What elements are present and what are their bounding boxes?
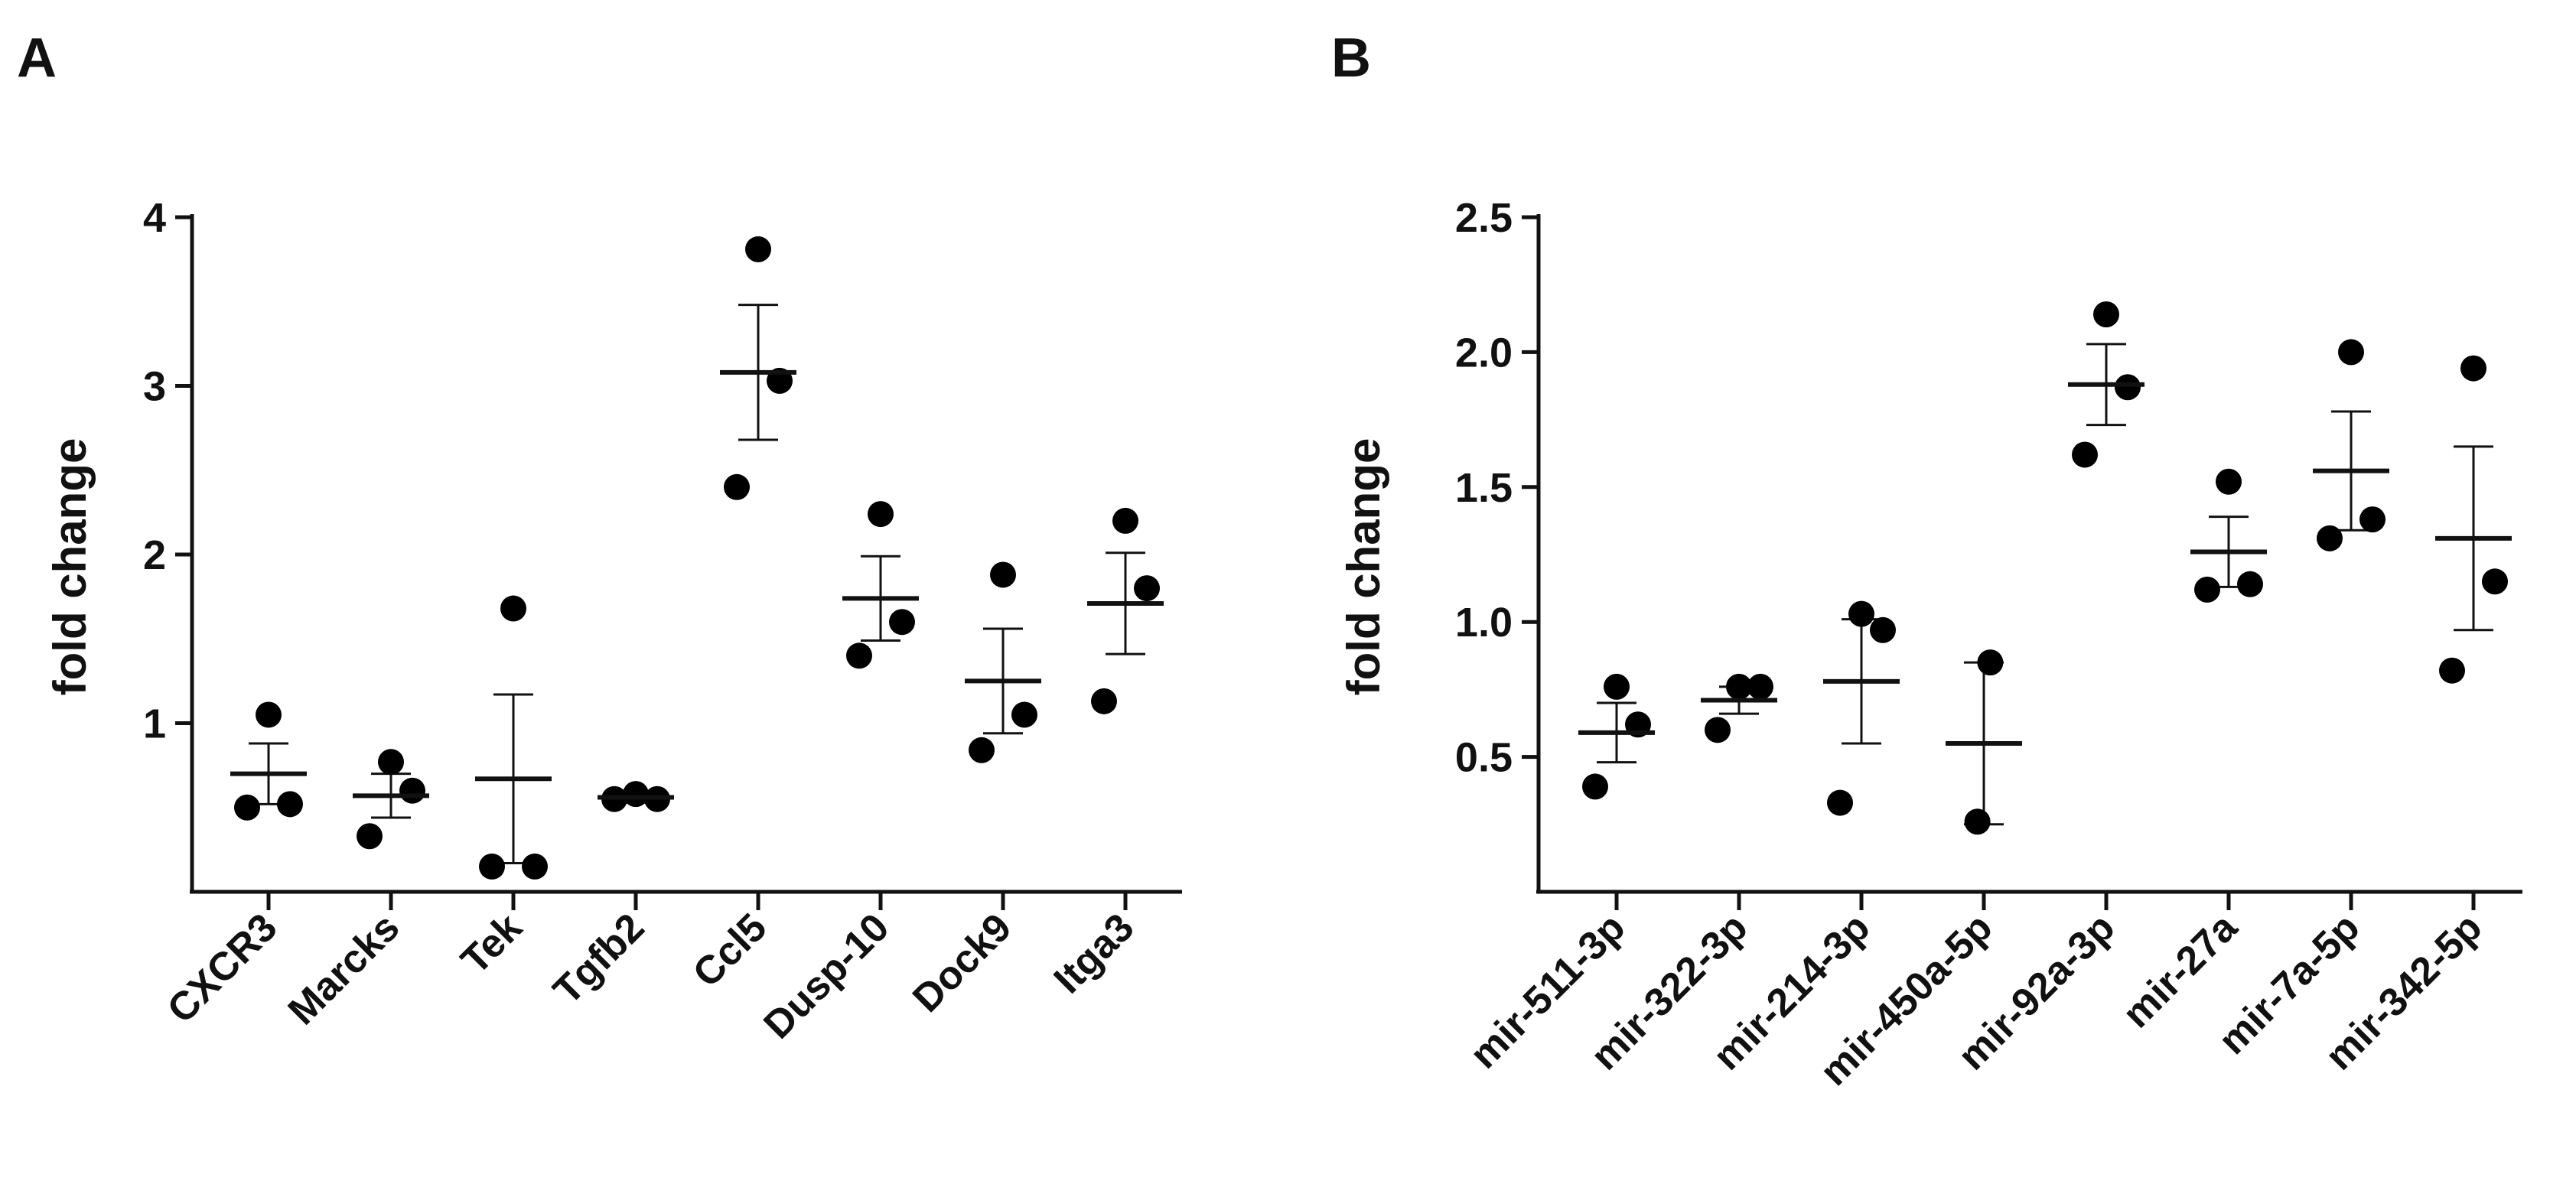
panel-a-group-Dusp-10: [842, 501, 919, 669]
data-point: [479, 853, 505, 880]
data-point: [969, 737, 995, 763]
panel-a-y-tick-label: 4: [143, 195, 166, 241]
data-point: [745, 236, 771, 262]
panel-a-group-CXCR3: [230, 701, 307, 821]
panel-b-group-mir-27a: [2190, 468, 2267, 603]
data-point: [2460, 355, 2486, 382]
data-point: [1848, 600, 1874, 627]
data-point: [1011, 701, 1037, 728]
panel-a-x-tick-label: Itga3: [1046, 905, 1143, 1002]
data-point: [357, 823, 383, 850]
data-point: [2194, 576, 2220, 603]
panel-a-x-tick-label: Tgfb2: [545, 905, 653, 1013]
panel-b-y-tick-label: 2.5: [1455, 195, 1513, 241]
data-point: [2216, 468, 2242, 495]
data-point: [277, 791, 303, 818]
data-point: [1827, 789, 1853, 816]
panel-b-group-mir-214-3p: [1823, 600, 1900, 816]
panel-a-group-Tgfb2: [598, 781, 674, 812]
data-point: [1977, 649, 2004, 676]
panel-a-x-tick-label: Marcks: [280, 905, 409, 1033]
data-point: [1112, 507, 1138, 534]
data-point: [724, 473, 750, 500]
panel-a-y-axis-label: fold change: [44, 438, 96, 696]
data-point: [990, 561, 1016, 588]
data-point: [2072, 441, 2098, 468]
data-point: [1726, 673, 1752, 700]
panel-a-label: A: [17, 28, 57, 89]
panel-b-group-mir-322-3p: [1701, 673, 1777, 743]
data-point: [1964, 808, 1991, 835]
data-point: [2093, 301, 2119, 328]
panel-a-group-Dock9: [965, 561, 1041, 763]
data-point: [2359, 506, 2385, 533]
data-point: [1747, 673, 1773, 700]
panel-a-group-Itga3: [1087, 507, 1164, 714]
panel-a-x-tick-label: Ccl5: [685, 905, 776, 996]
data-point: [623, 781, 649, 808]
panel-a-x-tick-label: CXCR3: [159, 905, 286, 1032]
data-point: [2115, 374, 2141, 401]
data-point: [2338, 339, 2364, 366]
data-point: [1604, 673, 1630, 700]
panel-a-y-tick-label: 1: [143, 701, 166, 747]
panel-b: B fold change 0.51.01.52.02.5 mir-511-3p…: [1331, 28, 2522, 1095]
data-point: [1091, 688, 1117, 714]
data-point: [522, 853, 548, 880]
data-point: [1705, 717, 1731, 743]
panel-b-group-mir-511-3p: [1578, 673, 1655, 800]
panel-b-group-mir-92a-3p: [2068, 301, 2144, 468]
data-point: [399, 777, 425, 804]
data-point: [234, 794, 260, 821]
panel-a-group-Marcks: [353, 749, 429, 850]
panel-b-y-axis-label: fold change: [1338, 438, 1389, 696]
panel-a-x-tick-label: Dock9: [904, 905, 1020, 1020]
panel-b-y-tick-label: 1.0: [1455, 600, 1513, 646]
data-point: [500, 595, 526, 622]
panel-a-y-tick-label: 2: [143, 532, 166, 578]
panel-a-x-tick-label: Tek: [453, 905, 531, 983]
data-point: [2317, 525, 2343, 551]
panel-a-group-Tek: [475, 595, 552, 880]
data-point: [2237, 571, 2263, 597]
panel-b-y-tick-label: 2.0: [1455, 330, 1513, 376]
data-point: [2482, 568, 2508, 595]
panel-a-group-Ccl5: [720, 236, 796, 500]
data-point: [846, 642, 872, 669]
data-point: [1134, 575, 1160, 602]
panel-b-group-mir-450a-5p: [1946, 649, 2022, 835]
data-point: [1582, 773, 1608, 800]
data-point: [868, 501, 894, 528]
data-point: [378, 749, 404, 776]
panel-b-y-tick-label: 0.5: [1455, 735, 1513, 781]
data-point: [1870, 616, 1896, 643]
data-point: [256, 701, 282, 728]
panel-b-y-tick-label: 1.5: [1455, 465, 1513, 511]
panel-b-group-mir-342-5p: [2435, 355, 2512, 684]
panel-b-group-mir-7a-5p: [2313, 339, 2389, 551]
data-point: [2439, 657, 2465, 684]
data-point: [889, 609, 915, 636]
panel-b-label: B: [1331, 28, 1371, 89]
panel-a-y-tick-label: 3: [143, 364, 166, 410]
panel-a-x-tick-label: Dusp-10: [755, 905, 897, 1047]
